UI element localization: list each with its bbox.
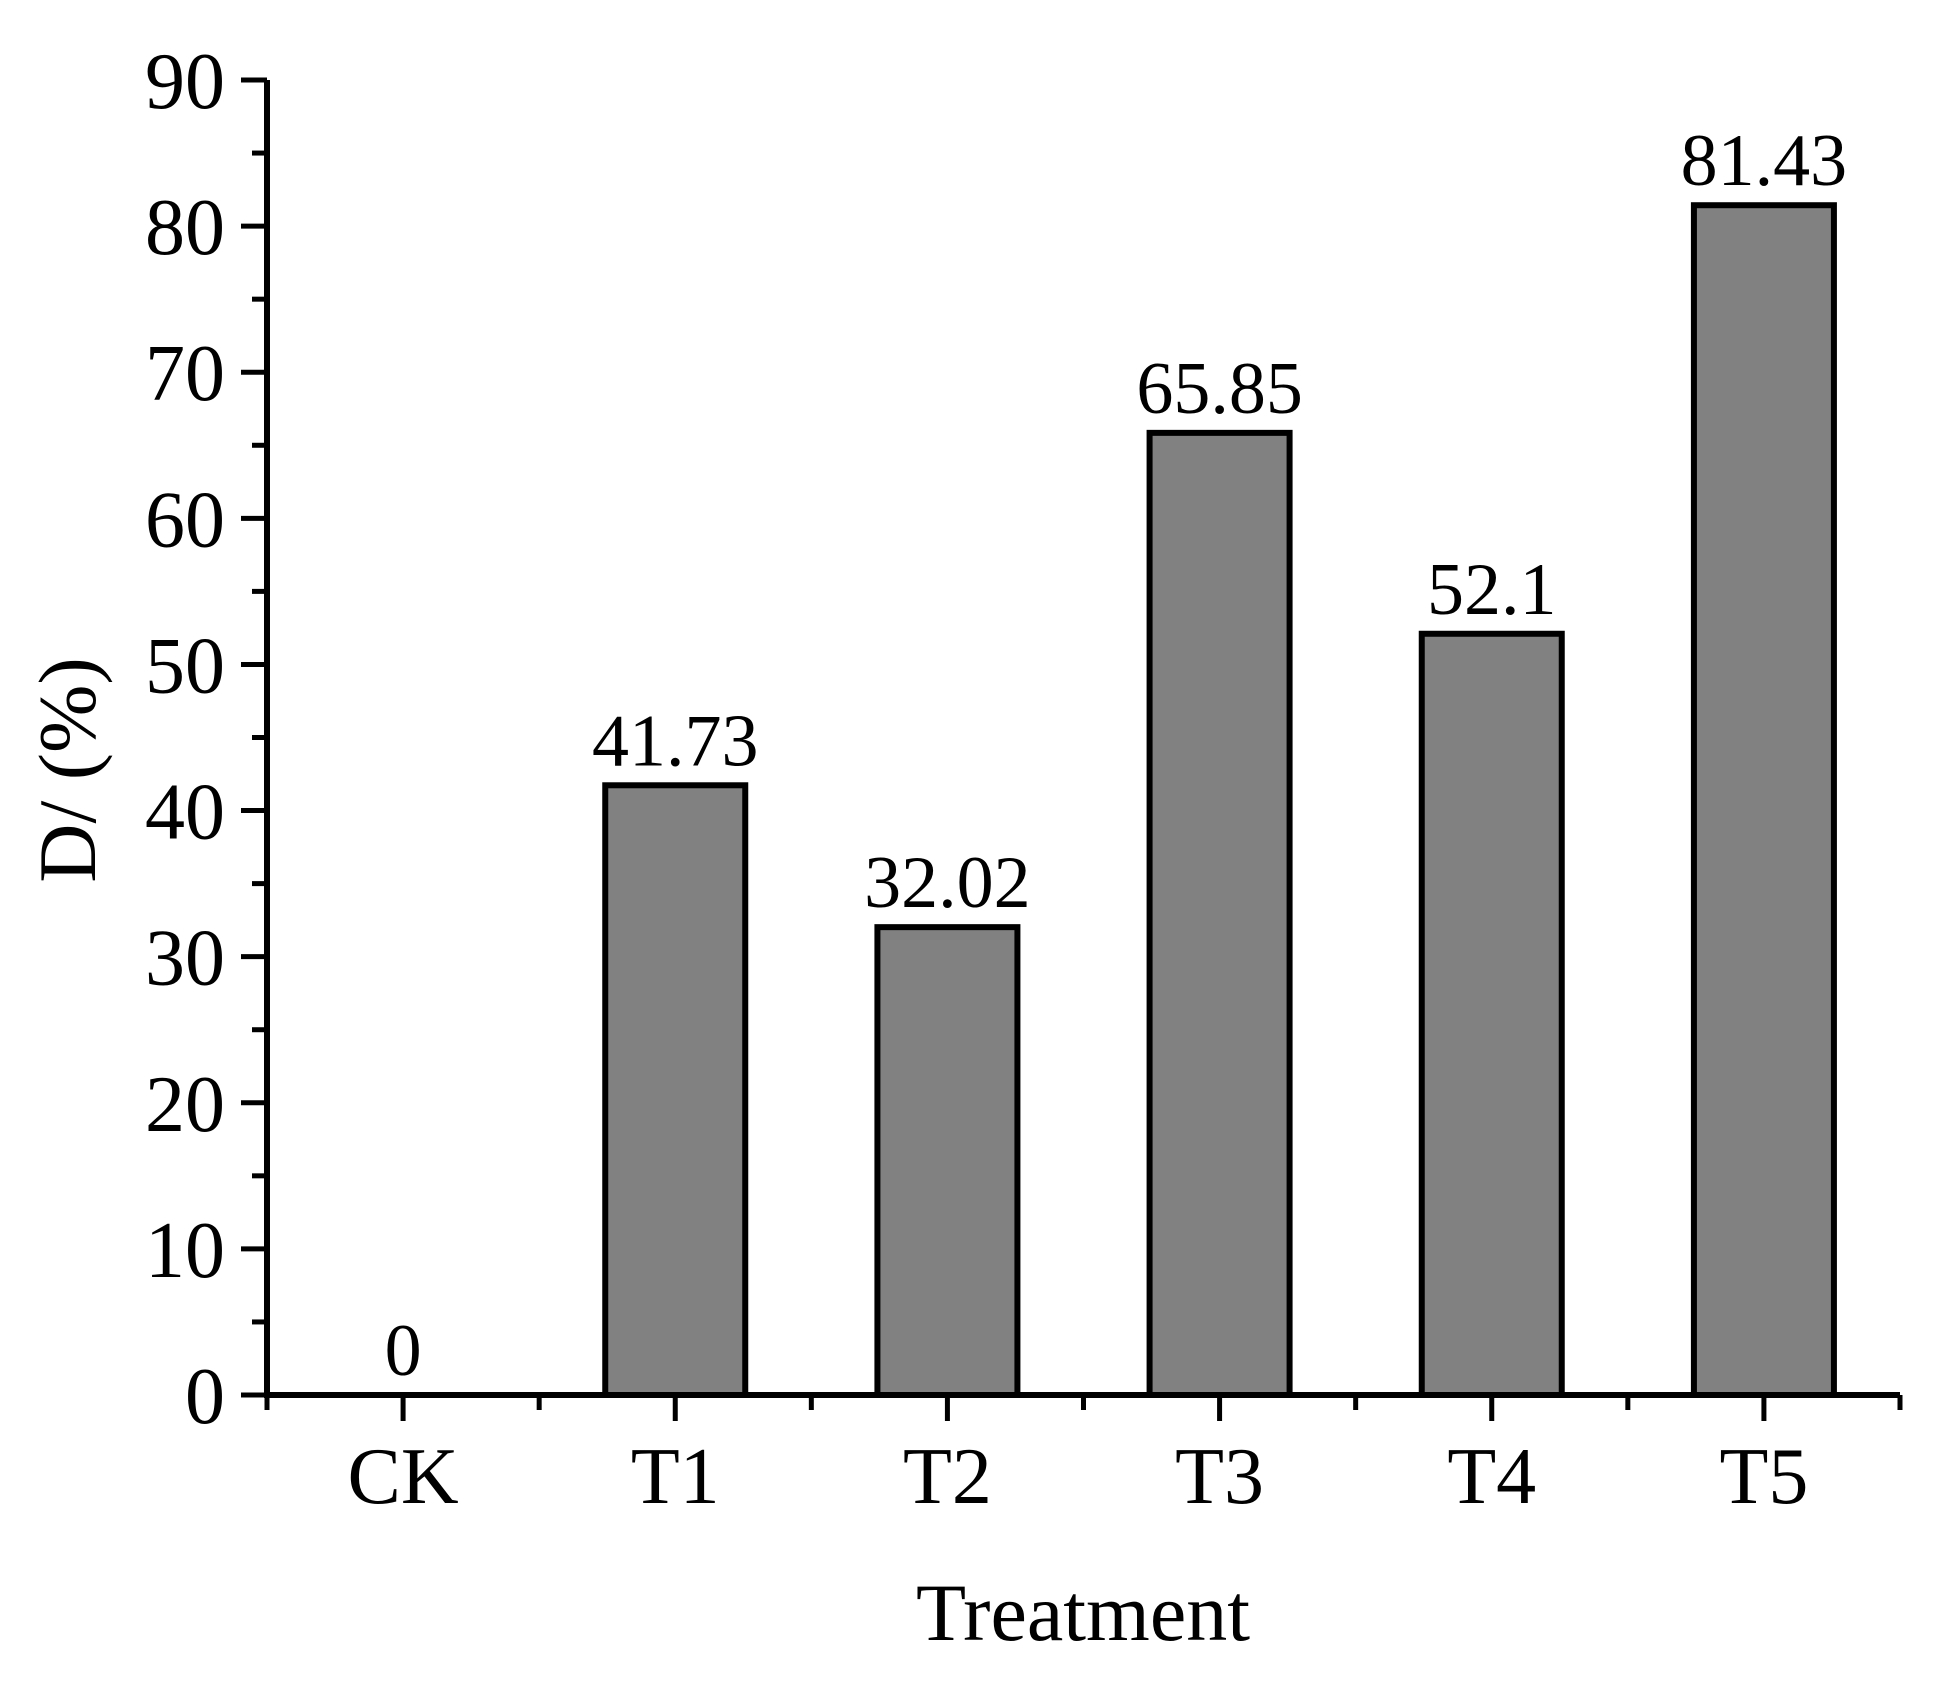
- bar: [602, 782, 749, 1398]
- y-tick-label: 80: [145, 184, 225, 272]
- x-category-label: T5: [1719, 1433, 1808, 1521]
- y-tick-label: 20: [145, 1061, 225, 1149]
- labels-group: 0 10 20 30 40 50 60 70 80 90 CK T1 T2 T3 T4 T5 0 41.73 32.…: [145, 38, 1847, 1521]
- x-category-label: CK: [348, 1433, 459, 1521]
- bar: [1690, 202, 1837, 1399]
- y-tick-label: 50: [145, 622, 225, 710]
- ticks-group: [241, 77, 1903, 1421]
- bar-value-label: 81.43: [1681, 120, 1848, 202]
- y-tick-label: 60: [145, 476, 225, 564]
- x-category-label: T1: [631, 1433, 720, 1521]
- bar: [874, 924, 1021, 1398]
- x-category-label: T4: [1447, 1433, 1536, 1521]
- y-tick-label: 90: [145, 38, 225, 126]
- bar-value-label: 0: [385, 1310, 422, 1392]
- bar-value-label: 65.85: [1136, 348, 1303, 430]
- x-category-label: T2: [903, 1433, 992, 1521]
- y-tick-label: 10: [145, 1207, 225, 1295]
- y-tick-label: 30: [145, 915, 225, 1003]
- bar-value-label: 52.1: [1427, 549, 1557, 631]
- bar-value-label: 41.73: [592, 700, 759, 782]
- bars-group: [602, 202, 1837, 1399]
- y-tick-label: 40: [145, 769, 225, 857]
- bar-value-label: 32.02: [864, 842, 1031, 924]
- bar: [1418, 630, 1565, 1398]
- y-axis-title: D/ (%): [22, 657, 113, 882]
- x-category-label: T3: [1175, 1433, 1264, 1521]
- y-tick-label: 70: [145, 330, 225, 418]
- x-axis-title: Treatment: [916, 1567, 1250, 1658]
- bar: [1146, 429, 1293, 1398]
- y-tick-label: 0: [185, 1353, 225, 1441]
- axes-group: [264, 80, 1900, 1398]
